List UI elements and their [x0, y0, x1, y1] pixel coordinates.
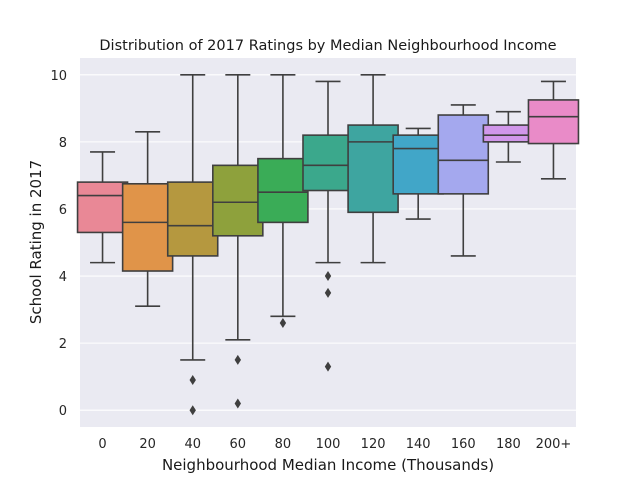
outlier-point — [324, 287, 332, 298]
outlier-point — [279, 318, 287, 329]
box-body — [76, 181, 129, 234]
x-tick-label-120: 120 — [361, 437, 386, 452]
boxes-group — [76, 73, 580, 416]
x-tick-label-160: 160 — [451, 437, 476, 452]
x-tick-label-180: 180 — [496, 437, 521, 452]
box-body — [257, 157, 309, 224]
y-tick-label-10: 10 — [50, 69, 67, 84]
y-tick-label-0: 0 — [59, 404, 67, 419]
box-body — [302, 134, 354, 192]
y-tick-label-4: 4 — [59, 270, 67, 285]
outlier-point — [324, 361, 332, 372]
box-200+ — [527, 80, 580, 180]
x-tick-label-200+: 200+ — [536, 437, 572, 452]
box-40 — [166, 73, 219, 416]
box-120 — [347, 73, 399, 264]
box-100 — [302, 80, 354, 372]
box-60 — [212, 73, 264, 409]
y-tick-labels: 0 2 4 6 8 10 — [50, 69, 67, 419]
y-tick-label-6: 6 — [59, 203, 67, 218]
box-140 — [392, 127, 444, 220]
x-tick-label-20: 20 — [139, 437, 156, 452]
box-160 — [437, 104, 490, 257]
x-tick-label-80: 80 — [275, 437, 292, 452]
box-body — [166, 181, 219, 257]
box-20 — [121, 131, 174, 308]
outlier-point — [189, 405, 196, 416]
x-tick-label-100: 100 — [316, 437, 341, 452]
box-body — [121, 182, 174, 272]
outlier-point — [234, 398, 242, 409]
outlier-point — [324, 271, 332, 282]
y-tick-label-8: 8 — [59, 136, 67, 151]
x-tick-label-0: 0 — [98, 437, 106, 452]
outlier-point — [189, 375, 196, 386]
x-tick-label-60: 60 — [230, 437, 247, 452]
box-body — [482, 124, 535, 143]
box-body — [392, 134, 444, 195]
x-tick-label-140: 140 — [406, 437, 431, 452]
x-tick-labels: 0 20 40 60 80 100 120 140 160 180 200+ — [98, 437, 571, 452]
box-80 — [257, 73, 309, 329]
y-tick-label-2: 2 — [59, 337, 67, 352]
box-body — [437, 114, 490, 195]
box-body — [212, 164, 264, 237]
box-body — [347, 124, 399, 214]
y-axis-label: School Rating in 2017 — [27, 160, 45, 324]
x-tick-label-40: 40 — [184, 437, 201, 452]
chart-title: Distribution of 2017 Ratings by Median N… — [99, 38, 556, 54]
x-axis-label: Neighbourhood Median Income (Thousands) — [162, 456, 494, 474]
outlier-point — [234, 354, 242, 365]
box-body — [527, 99, 580, 145]
